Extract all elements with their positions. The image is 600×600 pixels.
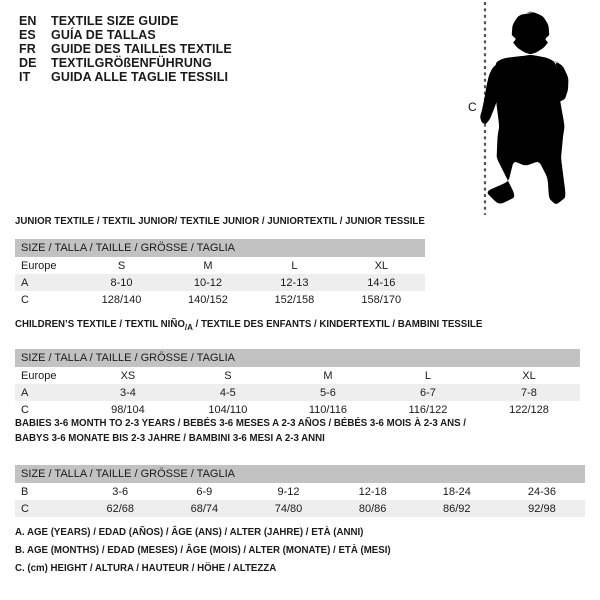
- svg-text:C: C: [468, 100, 477, 114]
